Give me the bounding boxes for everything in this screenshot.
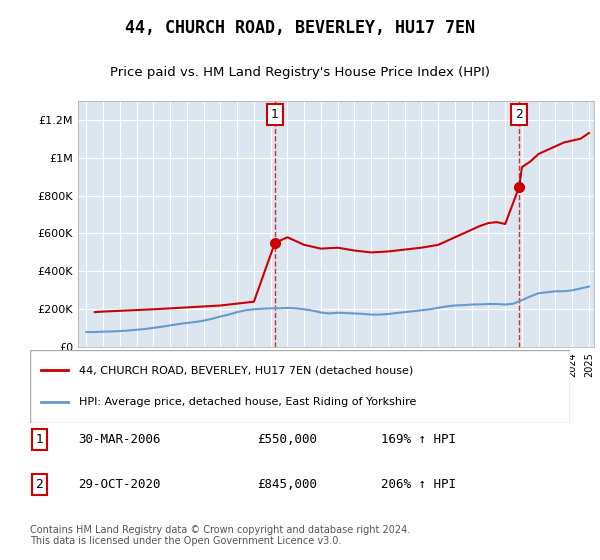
Text: Contains HM Land Registry data © Crown copyright and database right 2024.
This d: Contains HM Land Registry data © Crown c… bbox=[30, 525, 410, 547]
Text: HPI: Average price, detached house, East Riding of Yorkshire: HPI: Average price, detached house, East… bbox=[79, 398, 416, 408]
Text: 30-MAR-2006: 30-MAR-2006 bbox=[79, 433, 161, 446]
Text: 29-OCT-2020: 29-OCT-2020 bbox=[79, 478, 161, 491]
Text: 44, CHURCH ROAD, BEVERLEY, HU17 7EN: 44, CHURCH ROAD, BEVERLEY, HU17 7EN bbox=[125, 19, 475, 37]
Text: 169% ↑ HPI: 169% ↑ HPI bbox=[381, 433, 456, 446]
Text: 2: 2 bbox=[35, 478, 43, 491]
Text: 1: 1 bbox=[35, 433, 43, 446]
Text: 44, CHURCH ROAD, BEVERLEY, HU17 7EN (detached house): 44, CHURCH ROAD, BEVERLEY, HU17 7EN (det… bbox=[79, 365, 413, 375]
Text: 1: 1 bbox=[271, 108, 279, 121]
FancyBboxPatch shape bbox=[30, 350, 570, 423]
Text: 2: 2 bbox=[515, 108, 523, 121]
Text: Price paid vs. HM Land Registry's House Price Index (HPI): Price paid vs. HM Land Registry's House … bbox=[110, 66, 490, 79]
Text: £550,000: £550,000 bbox=[257, 433, 317, 446]
Text: 206% ↑ HPI: 206% ↑ HPI bbox=[381, 478, 456, 491]
Text: £845,000: £845,000 bbox=[257, 478, 317, 491]
